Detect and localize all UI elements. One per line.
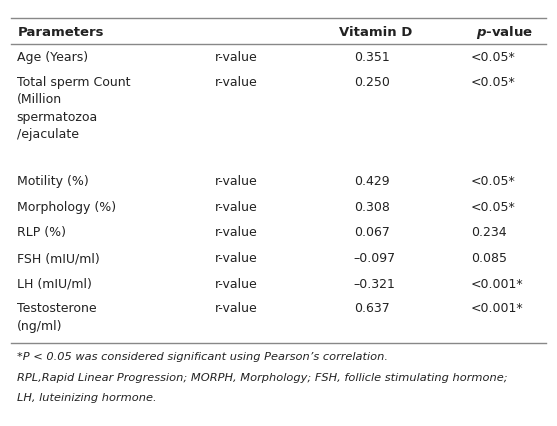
Text: –0.321: –0.321 [354, 277, 395, 290]
Text: Motility (%): Motility (%) [17, 175, 89, 187]
Text: LH, luteinizing hormone.: LH, luteinizing hormone. [17, 392, 157, 402]
Text: Age (Years): Age (Years) [17, 51, 88, 64]
Text: Parameters: Parameters [18, 26, 105, 38]
Text: 0.429: 0.429 [354, 175, 389, 187]
Text: <0.05*: <0.05* [471, 175, 515, 187]
Text: r-value: r-value [214, 200, 257, 213]
Text: $\bfit{p}$-value: $\bfit{p}$-value [476, 23, 533, 40]
Text: <0.05*: <0.05* [471, 200, 515, 213]
Text: RPL,Rapid Linear Progression; MORPH, Morphology; FSH, follicle stimulating hormo: RPL,Rapid Linear Progression; MORPH, Mor… [17, 372, 507, 382]
Text: r-value: r-value [214, 252, 257, 265]
Text: 0.351: 0.351 [354, 51, 389, 64]
Text: r-value: r-value [214, 226, 257, 239]
Text: 0.234: 0.234 [471, 226, 506, 239]
Text: LH (mIU/ml): LH (mIU/ml) [17, 277, 91, 290]
Text: 0.067: 0.067 [354, 226, 389, 239]
Text: r-value: r-value [214, 51, 257, 64]
Text: r-value: r-value [214, 76, 257, 89]
Text: <0.05*: <0.05* [471, 76, 515, 89]
Text: 0.308: 0.308 [354, 200, 389, 213]
Text: <0.05*: <0.05* [471, 51, 515, 64]
Text: 0.637: 0.637 [354, 302, 389, 315]
Text: <0.001*: <0.001* [471, 302, 523, 315]
Text: *P < 0.05 was considered significant using Pearson’s correlation.: *P < 0.05 was considered significant usi… [17, 351, 388, 361]
Text: Testosterone
(ng/ml): Testosterone (ng/ml) [17, 302, 96, 332]
Text: Vitamin D: Vitamin D [339, 26, 413, 38]
Text: Total sperm Count
(Million
spermatozoa
/ejaculate: Total sperm Count (Million spermatozoa /… [17, 76, 130, 141]
Text: <0.001*: <0.001* [471, 277, 523, 290]
Text: r-value: r-value [214, 302, 257, 315]
Text: r-value: r-value [214, 277, 257, 290]
Text: 0.250: 0.250 [354, 76, 389, 89]
Text: r-value: r-value [214, 175, 257, 187]
Text: –0.097: –0.097 [354, 252, 396, 265]
Text: Morphology (%): Morphology (%) [17, 200, 116, 213]
Text: RLP (%): RLP (%) [17, 226, 66, 239]
Text: FSH (mIU/ml): FSH (mIU/ml) [17, 252, 100, 265]
Text: 0.085: 0.085 [471, 252, 507, 265]
